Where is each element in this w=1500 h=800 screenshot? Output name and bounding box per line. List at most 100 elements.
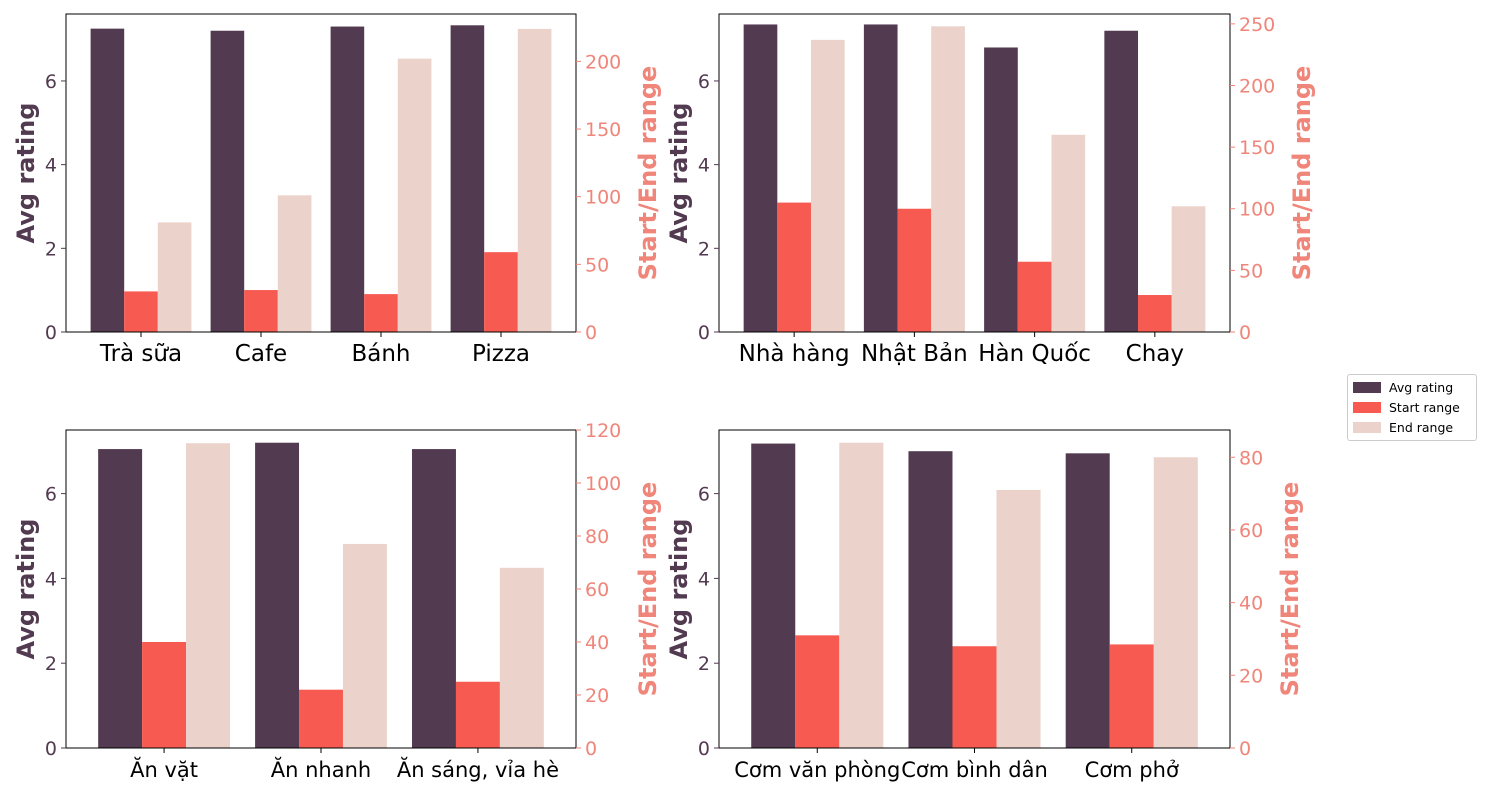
bar-avg-rating-nha-hang xyxy=(743,24,778,333)
y-right-tick-label: 100 xyxy=(585,187,621,209)
y-right-tick-label: 0 xyxy=(585,322,597,344)
y-right-tick-label: 0 xyxy=(585,738,597,760)
legend-item-start-range: Start range xyxy=(1353,398,1460,416)
y-left-tick-label: 6 xyxy=(698,71,710,93)
bar-avg-rating-pizza xyxy=(450,25,485,333)
chart-panel-bottom-left: Ăn vặt Ăn nhanh Ăn sáng, vỉa hè02460204060… xyxy=(12,420,662,782)
y-right-tick-label: 150 xyxy=(1239,137,1275,159)
y-right-tick-label: 0 xyxy=(1239,322,1251,344)
y-left-tick-label: 6 xyxy=(45,71,57,93)
bar-start-range-an-vat xyxy=(142,642,187,748)
y-axis-label-left: Avg rating xyxy=(12,519,40,660)
y-right-tick-label: 50 xyxy=(585,254,609,276)
y-axis-label-right: Start/End range xyxy=(1288,66,1316,281)
plot-frame xyxy=(718,429,1231,749)
bar-start-range-com-van-phong xyxy=(795,635,840,748)
y-right-tick-label: 20 xyxy=(1239,665,1263,687)
y-right-tick-label: 200 xyxy=(1239,75,1275,97)
bar-end-range-an-nhanh xyxy=(342,543,387,748)
y-right-tick-label: 250 xyxy=(1239,14,1275,36)
y-left-tick-label: 6 xyxy=(45,484,57,506)
legend-label-avg-rating: Avg rating xyxy=(1389,379,1454,395)
y-left-tick-label: 2 xyxy=(698,238,710,260)
y-left-tick-label: 4 xyxy=(698,568,710,590)
legend: Avg rating Start range End range xyxy=(1347,374,1477,441)
chart-panel-top-right: Nhà hàng Nhật Bản Hàn Quốc Chay 0 2 4 6 0 50 100 15… xyxy=(665,13,1316,367)
x-tick-label-an-vat: Ăn vặt xyxy=(130,756,198,782)
legend-label-start-range: Start range xyxy=(1389,399,1460,415)
bar-end-range-com-binh-dan xyxy=(996,489,1041,748)
bar-end-range-pizza xyxy=(517,28,552,333)
y-right-tick-label: 40 xyxy=(1239,593,1263,615)
x-tick-label-com-van-phong: Cơm văn phòng xyxy=(734,758,900,782)
y-right-tick-label: 80 xyxy=(585,526,609,548)
y-left-tick-label: 0 xyxy=(698,738,710,760)
bar-start-range-an-nhanh xyxy=(299,689,343,748)
y-left-tick-label: 4 xyxy=(45,155,57,177)
bar-end-range-com-pho xyxy=(1153,457,1198,748)
bar-start-range-pizza xyxy=(484,252,518,332)
bar-start-range-chay xyxy=(1138,295,1172,332)
legend-swatch-avg-rating xyxy=(1353,381,1381,393)
y-axis-label-right: Start/End range xyxy=(1276,482,1304,697)
x-tick-label-an-nhanh: Ăn nhanh xyxy=(271,756,371,782)
x-tick-label-cafe: Cafe xyxy=(235,341,287,367)
y-right-tick-label: 50 xyxy=(1239,260,1263,282)
legend-label-end-range: End range xyxy=(1389,419,1454,435)
y-right-tick-label: 150 xyxy=(585,119,621,141)
y-right-tick-label: 100 xyxy=(585,473,621,495)
bar-avg-rating-banh xyxy=(330,26,365,332)
bar-avg-rating-com-van-phong xyxy=(751,443,796,748)
y-left-tick-label: 0 xyxy=(698,322,710,344)
bar-start-range-cafe xyxy=(244,290,278,332)
y-left-tick-label: 2 xyxy=(698,653,710,675)
x-tick-label-com-binh-dan: Cơm bình dân xyxy=(901,758,1048,782)
bar-end-range-com-van-phong xyxy=(839,442,884,748)
chart-panel-bottom-right: Cơm văn phòng Cơm bình dân Cơm phở02460204… xyxy=(665,429,1304,782)
bar-end-range-cafe xyxy=(277,195,312,332)
x-tick-label-nhat-ban: Nhật Bản xyxy=(861,341,968,367)
legend-item-avg-rating: Avg rating xyxy=(1353,378,1453,396)
legend-swatch-start-range xyxy=(1353,401,1381,413)
x-tick-label-banh: Bánh xyxy=(351,341,410,367)
bar-end-range-chay xyxy=(1171,206,1206,332)
bar-end-range-banh xyxy=(397,58,432,332)
y-right-tick-label: 60 xyxy=(1239,520,1263,542)
bar-avg-rating-an-nhanh xyxy=(255,442,300,748)
bar-end-range-han-quoc xyxy=(1051,134,1086,332)
bar-start-range-banh xyxy=(364,294,398,332)
legend-swatch-end-range xyxy=(1353,421,1381,433)
bar-end-range-an-sang-via-he xyxy=(499,567,544,748)
y-right-tick-label: 40 xyxy=(585,632,609,654)
bar-end-range-tra-sua xyxy=(157,222,192,332)
bar-start-range-tra-sua xyxy=(124,291,158,332)
bar-avg-rating-an-sang-via-he xyxy=(412,449,456,748)
y-axis-label-left: Avg rating xyxy=(665,103,693,244)
y-axis-label-left: Avg rating xyxy=(665,519,693,660)
y-left-tick-label: 4 xyxy=(45,568,57,590)
y-left-tick-label: 2 xyxy=(45,653,57,675)
bar-end-range-nha-hang xyxy=(810,39,845,332)
bar-avg-rating-com-pho xyxy=(1065,453,1110,748)
y-left-tick-label: 0 xyxy=(45,738,57,760)
bar-avg-rating-com-binh-dan xyxy=(908,451,953,748)
x-tick-label-an-sang-via-he: Ăn sáng, vỉa hè xyxy=(397,756,559,782)
y-axis-label-left: Avg rating xyxy=(12,103,40,244)
y-right-tick-label: 0 xyxy=(1239,738,1251,760)
bar-start-range-nha-hang xyxy=(777,202,811,332)
y-axis-label-right: Start/End range xyxy=(634,482,662,697)
bar-avg-rating-tra-sua xyxy=(90,28,125,332)
bar-start-range-nhat-ban xyxy=(897,208,932,332)
x-tick-label-han-quoc: Hàn Quốc xyxy=(978,341,1091,367)
x-tick-label-pizza: Pizza xyxy=(472,341,530,367)
y-right-tick-label: 60 xyxy=(585,579,609,601)
y-right-tick-label: 20 xyxy=(585,685,609,707)
y-axis-label-right: Start/End range xyxy=(634,66,662,281)
bar-end-range-nhat-ban xyxy=(931,26,965,332)
bar-avg-rating-han-quoc xyxy=(984,47,1018,332)
x-tick-label-tra-sua: Trà sữa xyxy=(99,341,182,367)
y-right-tick-label: 120 xyxy=(585,420,621,442)
legend-item-end-range: End range xyxy=(1353,418,1453,436)
y-left-tick-label: 4 xyxy=(698,155,710,177)
